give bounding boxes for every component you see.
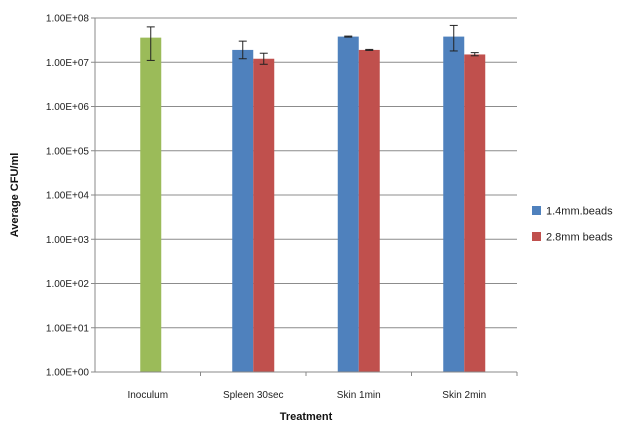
- x-axis-title: Treatment: [280, 411, 333, 423]
- bar-1-4mm-beads: [337, 36, 359, 372]
- bar-2-8mm-beads: [358, 49, 380, 372]
- x-tick-label: Spleen 30sec: [223, 390, 284, 401]
- x-tick-label: Skin 1min: [337, 390, 381, 401]
- y-tick-label: 1.00E+05: [46, 146, 90, 157]
- legend-swatch: [532, 232, 541, 241]
- x-tick-label: Skin 2min: [442, 390, 486, 401]
- error-bars: [146, 24, 479, 65]
- y-tick-label: 1.00E+02: [46, 279, 90, 290]
- bar-1-4mm-beads: [443, 36, 465, 372]
- y-tick-label: 1.00E+01: [46, 323, 90, 334]
- x-tick-labels: Inoculum Spleen 30sec Skin 1min Skin 2min: [127, 390, 486, 401]
- y-tick-label: 1.00E+07: [46, 58, 90, 69]
- bar-inoculum: [140, 37, 162, 373]
- x-tick-label: Inoculum: [127, 390, 168, 401]
- legend: 1.4mm.beads 2.8mm beads: [532, 206, 613, 244]
- y-tick-label: 1.00E+00: [46, 368, 90, 379]
- bar-2-8mm-beads: [253, 58, 275, 373]
- legend-label: 1.4mm.beads: [546, 206, 613, 218]
- bar-1-4mm-beads: [232, 49, 254, 372]
- y-axis-title: Average CFU/ml: [9, 153, 21, 238]
- y-tick-label: 1.00E+04: [46, 191, 90, 202]
- y-tick-label: 1.00E+06: [46, 102, 90, 113]
- y-tick-label: 1.00E+08: [46, 14, 90, 25]
- legend-label: 2.8mm beads: [546, 232, 613, 244]
- y-tick-labels: 1.00E+00 1.00E+01 1.00E+02 1.00E+03 1.00E+04…: [46, 14, 90, 379]
- legend-swatch: [532, 206, 541, 215]
- bars: [140, 36, 486, 373]
- bar-2-8mm-beads: [464, 54, 486, 373]
- y-tick-label: 1.00E+03: [46, 235, 90, 246]
